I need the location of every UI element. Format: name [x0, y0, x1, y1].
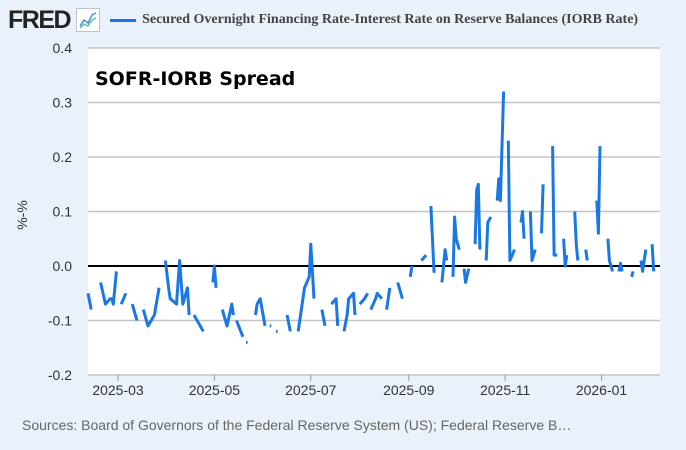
series-line-segment [617, 261, 624, 272]
legend-label: Secured Overnight Financing Rate-Interes… [142, 12, 639, 27]
y-tick-label: 0.2 [53, 149, 73, 165]
series-line-segment [451, 215, 461, 277]
series-line-segment [519, 210, 526, 239]
series-line-segment [254, 297, 267, 327]
y-tick-label: -0.1 [48, 313, 72, 329]
y-tick-label: 0.1 [53, 204, 73, 220]
y-tick-label: -0.2 [48, 367, 72, 383]
x-tick-label: 2025-05 [189, 382, 241, 398]
series-line-segment [495, 91, 506, 203]
chart-title: SOFR-IORB Spread [95, 68, 295, 90]
line-chart: 0.4 0.3 0.2 0.1 0.0 -0.1 -0.2 2025-03 2025-05 202… [14, 40, 660, 398]
source-note: Sources: Board of Governors of the Feder… [22, 417, 572, 433]
series-line-segment [86, 293, 93, 310]
series-line-segment [235, 319, 245, 338]
series-line-segment [211, 264, 218, 288]
series-line-segment [408, 265, 414, 278]
series-line-segment [440, 248, 449, 283]
series-line-segment [606, 238, 615, 272]
y-tick-label: 0.4 [53, 40, 73, 56]
series-line-segment [369, 291, 384, 311]
series-line-segment [99, 271, 118, 306]
chart-header: FRED Secured Overnight Financing Rate-In… [8, 6, 638, 34]
series-line-segment [220, 302, 235, 328]
series-line-segment [562, 238, 569, 268]
series-line-segment [396, 281, 404, 300]
series-line-segment [473, 182, 482, 250]
series-line-segment [192, 314, 205, 333]
series-line-segment [420, 254, 428, 262]
series-line-segment [484, 216, 493, 261]
series-line-segment [528, 211, 537, 262]
series-line-segment [650, 244, 656, 272]
series-line-segment [639, 249, 648, 273]
y-tick-label: 0.3 [53, 95, 73, 111]
series-line-segment [358, 292, 369, 306]
series-line-segment [630, 271, 635, 278]
series-line-segment [385, 287, 392, 310]
chart-line-icon [76, 8, 101, 32]
y-tick-label: 0.0 [53, 258, 73, 274]
series-line-segment [540, 184, 545, 234]
series-line-segment [163, 259, 191, 316]
series-line-segment [296, 242, 316, 332]
series-line-segment [462, 268, 471, 284]
legend-swatch [110, 18, 137, 22]
series-line-segment [330, 297, 340, 326]
series-line-segment [595, 146, 602, 235]
x-tick-label: 2026-01 [576, 382, 628, 398]
series-line-segment [285, 314, 292, 332]
series-line-segment [119, 292, 128, 305]
series-line-segment [584, 249, 589, 261]
fred-logo: FRED [8, 5, 72, 34]
series-line-segment [130, 303, 139, 321]
x-tick-label: 2025-11 [480, 382, 531, 398]
series-line-segment [573, 211, 580, 261]
series-line-segment [429, 206, 436, 273]
series-line-segment [320, 309, 327, 327]
series-line-segment [141, 287, 161, 328]
y-axis-label: %-% [14, 200, 30, 230]
x-tick-label: 2025-07 [285, 382, 337, 398]
x-tick-label: 2025-03 [92, 382, 144, 398]
series-line-segment [551, 146, 558, 257]
series-line-segment [506, 140, 516, 262]
x-tick-label: 2025-09 [383, 382, 435, 398]
series-line-segment [342, 291, 357, 332]
